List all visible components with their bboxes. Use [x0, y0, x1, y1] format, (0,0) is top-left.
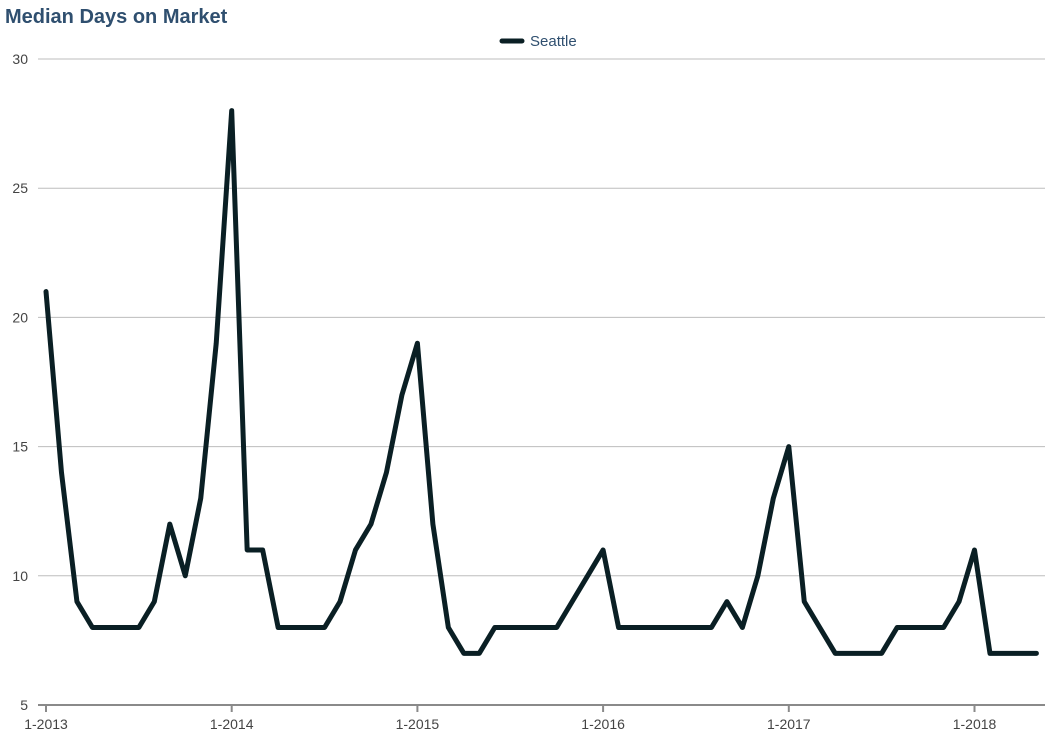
y-tick-label: 30: [12, 51, 28, 67]
series-line-seattle[interactable]: [43, 108, 1039, 656]
plot-area: [43, 108, 1039, 656]
legend-label-seattle: Seattle: [530, 33, 577, 50]
y-tick-label: 15: [12, 439, 28, 455]
x-tick-label: 1-2014: [210, 716, 254, 732]
legend[interactable]: Seattle: [499, 33, 577, 50]
y-tick-label: 10: [12, 568, 28, 584]
x-tick-label: 1-2016: [581, 716, 625, 732]
y-tick-label: 20: [12, 309, 28, 325]
y-axis-ticks: 5 10 15 20 25 30: [12, 51, 28, 713]
x-tick-label: 1-2015: [396, 716, 440, 732]
chart-title: Median Days on Market: [5, 6, 228, 28]
x-axis: 1-2013 1-2014 1-2015 1-2016 1-2017 1-2018: [24, 704, 1045, 732]
grid-lines: [38, 58, 1045, 577]
x-tick-label: 1-2013: [24, 716, 68, 732]
y-tick-label: 25: [12, 180, 28, 196]
x-tick-label: 1-2017: [767, 716, 811, 732]
y-tick-label: 5: [20, 697, 28, 713]
x-tick-label: 1-2018: [953, 716, 997, 732]
